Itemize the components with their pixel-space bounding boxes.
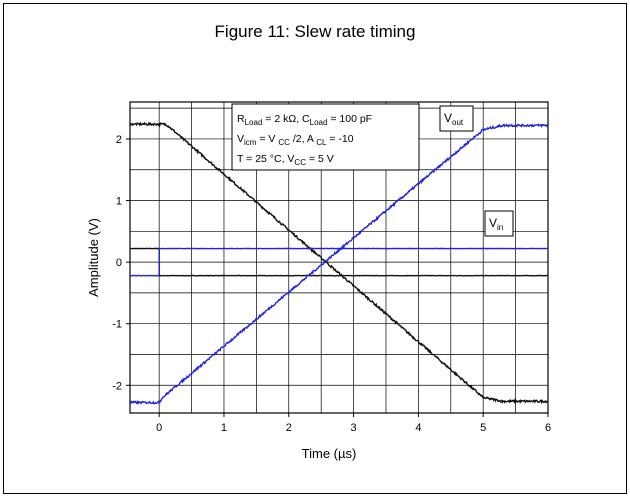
y-tick-label: 0 (116, 257, 122, 269)
x-tick-label: 1 (221, 422, 227, 434)
series-v-out-black (129, 121, 549, 405)
x-axis-label: Time (µs) (302, 446, 357, 461)
plot-area-border (129, 101, 549, 414)
series-v-out (129, 123, 549, 406)
x-tick-label: 5 (480, 422, 486, 434)
y-tick-label: -2 (112, 380, 122, 392)
y-tick-label: -1 (112, 319, 122, 331)
y-tick-label: 1 (116, 196, 122, 208)
series-v-in (129, 247, 548, 277)
vin-label: Vin (489, 216, 503, 232)
conditions-line-temp: T = 25 °C, VCC = 5 V (237, 153, 334, 167)
y-tick-label: 2 (116, 134, 122, 146)
vout-label: Vout (444, 111, 464, 127)
x-tick-label: 3 (351, 422, 357, 434)
figure-frame (3, 3, 627, 494)
x-tick-label: 0 (156, 422, 162, 434)
conditions-line-gain: Vicm = V CC /2, A CL = -10 (237, 133, 354, 147)
conditions-line-load: RLoad = 2 kΩ, CLoad = 100 pF (237, 113, 372, 127)
x-tick-label: 4 (415, 422, 421, 434)
series-v-in-black (129, 247, 548, 277)
vin-label-box (484, 210, 514, 237)
x-tick-label: 2 (286, 422, 292, 434)
figure-title: Figure 11: Slew rate timing (214, 22, 416, 41)
conditions-box (231, 103, 420, 171)
y-axis-label: Amplitude (V) (86, 218, 101, 297)
x-tick-label: 6 (545, 422, 551, 434)
vout-label-box (439, 105, 474, 132)
